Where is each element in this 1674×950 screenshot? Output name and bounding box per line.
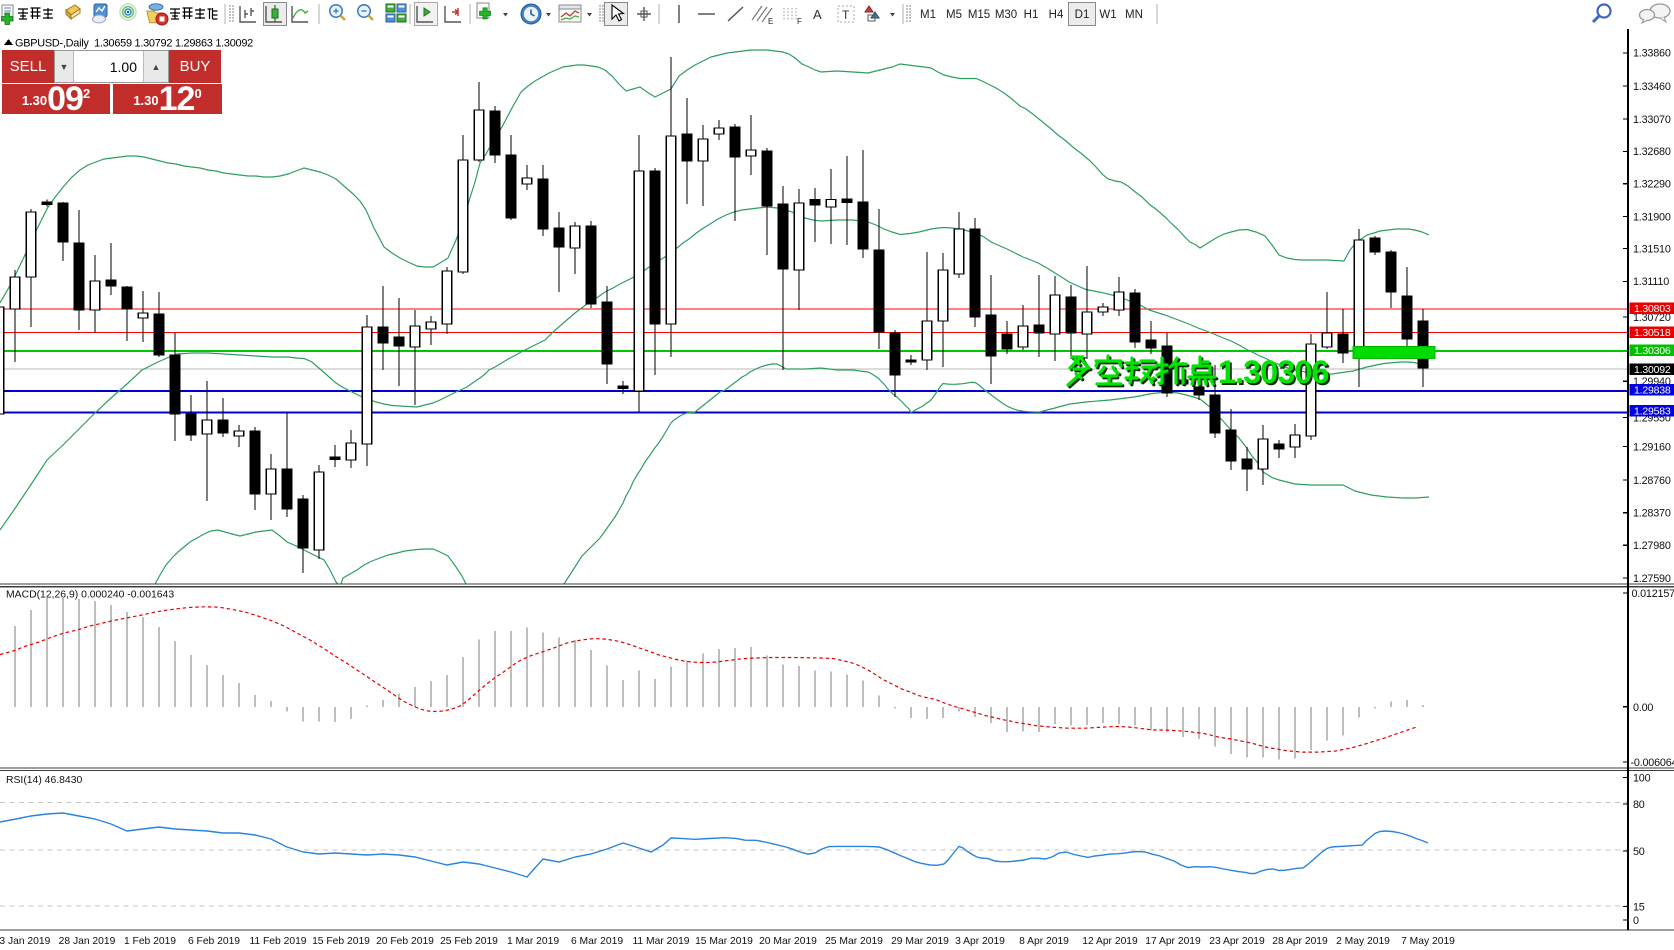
svg-text:1.32680: 1.32680 xyxy=(1633,146,1671,158)
svg-text:M30: M30 xyxy=(995,9,1017,21)
svg-text:1.29160: 1.29160 xyxy=(1633,441,1671,453)
svg-text:1.29838: 1.29838 xyxy=(1634,385,1671,397)
svg-text:25 Mar 2019: 25 Mar 2019 xyxy=(825,936,883,947)
svg-text:1.30803: 1.30803 xyxy=(1634,303,1671,315)
svg-text:E: E xyxy=(768,17,773,26)
svg-text:80: 80 xyxy=(1633,799,1645,811)
svg-text:6 Feb 2019: 6 Feb 2019 xyxy=(188,936,240,947)
svg-text:F: F xyxy=(797,17,802,26)
svg-text:15 Feb 2019: 15 Feb 2019 xyxy=(312,936,370,947)
svg-text:GBPUSD-,Daily 1.30659 1.30792: GBPUSD-,Daily 1.30659 1.30792 1.29863 1.… xyxy=(15,38,253,50)
svg-text:1.29583: 1.29583 xyxy=(1634,406,1671,418)
svg-text:1.31900: 1.31900 xyxy=(1633,211,1671,223)
svg-text:1 Feb 2019: 1 Feb 2019 xyxy=(124,936,176,947)
svg-text:1.28760: 1.28760 xyxy=(1633,475,1671,487)
svg-text:W1: W1 xyxy=(1099,9,1116,21)
svg-text:23 Apr 2019: 23 Apr 2019 xyxy=(1209,936,1265,947)
svg-text:0.00: 0.00 xyxy=(1633,702,1653,714)
svg-text:M1: M1 xyxy=(920,9,936,21)
svg-text:12 Apr 2019: 12 Apr 2019 xyxy=(1082,936,1138,947)
svg-text:RSI(14) 46.8430: RSI(14) 46.8430 xyxy=(6,775,82,786)
svg-text:1.27980: 1.27980 xyxy=(1633,540,1671,552)
svg-text:20 Mar 2019: 20 Mar 2019 xyxy=(759,936,817,947)
svg-text:H1: H1 xyxy=(1024,9,1039,21)
svg-text:1.31110: 1.31110 xyxy=(1633,276,1669,288)
svg-text:28 Jan 2019: 28 Jan 2019 xyxy=(59,936,116,947)
svg-text:17 Apr 2019: 17 Apr 2019 xyxy=(1145,936,1201,947)
svg-text:1.28370: 1.28370 xyxy=(1633,508,1671,520)
svg-text:2 May 2019: 2 May 2019 xyxy=(1336,936,1390,947)
svg-text:1.27590: 1.27590 xyxy=(1633,573,1671,585)
svg-text:1.33460: 1.33460 xyxy=(1633,81,1671,93)
svg-text:28 Apr 2019: 28 Apr 2019 xyxy=(1272,936,1328,947)
svg-text:1.33070: 1.33070 xyxy=(1633,114,1671,126)
svg-text:7 May 2019: 7 May 2019 xyxy=(1401,936,1455,947)
svg-text:1.30306: 1.30306 xyxy=(1634,345,1671,357)
svg-text:1.30306: 1.30306 xyxy=(1220,356,1330,392)
svg-text:T: T xyxy=(842,8,850,22)
svg-text:15: 15 xyxy=(1633,902,1645,914)
svg-text:11 Feb 2019: 11 Feb 2019 xyxy=(249,936,306,947)
svg-text:A: A xyxy=(813,7,822,22)
svg-text:D1: D1 xyxy=(1075,9,1090,21)
svg-text:0: 0 xyxy=(1633,915,1639,927)
svg-text:1.30092: 1.30092 xyxy=(1634,364,1671,376)
svg-text:3 Apr 2019: 3 Apr 2019 xyxy=(955,936,1005,947)
svg-text:1 Mar 2019: 1 Mar 2019 xyxy=(507,936,559,947)
svg-text:25 Feb 2019: 25 Feb 2019 xyxy=(440,936,498,947)
svg-text:1.33860: 1.33860 xyxy=(1633,48,1671,60)
svg-text:1.32290: 1.32290 xyxy=(1633,179,1671,191)
svg-text:-0.006064: -0.006064 xyxy=(1631,757,1674,769)
svg-text:1.30306: 1.30306 xyxy=(1218,354,1328,390)
svg-text:MN: MN xyxy=(1125,9,1143,21)
svg-text:15 Mar 2019: 15 Mar 2019 xyxy=(695,936,753,947)
svg-text:M15: M15 xyxy=(968,9,990,21)
svg-text:0.012157: 0.012157 xyxy=(1632,588,1674,600)
svg-text:1.31510: 1.31510 xyxy=(1633,243,1671,255)
svg-text:M5: M5 xyxy=(946,9,962,21)
svg-text:8 Apr 2019: 8 Apr 2019 xyxy=(1019,936,1069,947)
svg-text:1.30518: 1.30518 xyxy=(1634,327,1671,339)
svg-text:H4: H4 xyxy=(1049,9,1064,21)
svg-text:50: 50 xyxy=(1633,846,1645,858)
svg-text:6 Mar 2019: 6 Mar 2019 xyxy=(571,936,623,947)
svg-text:1.30720: 1.30720 xyxy=(1633,312,1671,324)
svg-text:23 Jan 2019: 23 Jan 2019 xyxy=(0,936,51,947)
svg-text:11 Mar 2019: 11 Mar 2019 xyxy=(632,936,689,947)
svg-text:100: 100 xyxy=(1633,773,1651,785)
svg-text:20 Feb 2019: 20 Feb 2019 xyxy=(376,936,434,947)
svg-text:MACD(12,26,9) 0.000240 -0.0016: MACD(12,26,9) 0.000240 -0.001643 xyxy=(6,590,174,601)
svg-text:29 Mar 2019: 29 Mar 2019 xyxy=(891,936,949,947)
